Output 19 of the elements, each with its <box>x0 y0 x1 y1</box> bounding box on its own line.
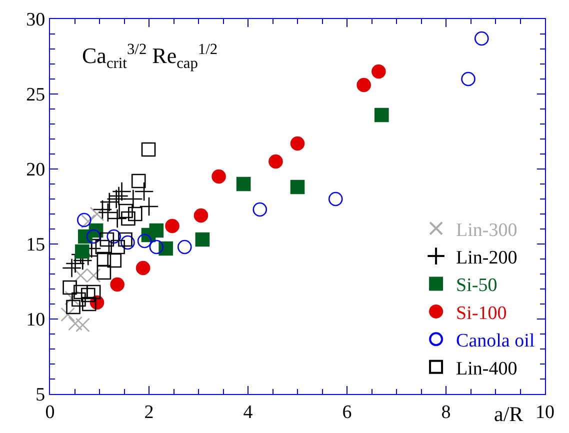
y-tick-label: 20 <box>26 160 46 181</box>
y-tick-label: 15 <box>26 234 46 256</box>
x-tick-label: 4 <box>243 402 254 423</box>
x-tick-label: 8 <box>441 402 451 423</box>
x-tick-label: 6 <box>342 402 352 423</box>
y-tick-label: 10 <box>26 310 46 331</box>
legend-label: Lin-300 <box>456 220 518 241</box>
y-tick-label: 25 <box>26 84 46 106</box>
x-axis-title: a/R <box>494 402 524 426</box>
y-tick-label: 5 <box>36 384 46 406</box>
legend-label: Canola oil <box>456 330 535 352</box>
legend-label: Si-100 <box>456 302 507 324</box>
legend-label: Lin-400 <box>456 358 518 380</box>
y-tick-label: 30 <box>26 10 46 31</box>
x-tick-label: 0 <box>45 402 55 423</box>
x-tick-label: 2 <box>144 402 154 423</box>
legend-label: Lin-200 <box>456 247 518 268</box>
x-tick-label: 10 <box>536 402 554 423</box>
legend-label: Si-50 <box>456 275 498 296</box>
